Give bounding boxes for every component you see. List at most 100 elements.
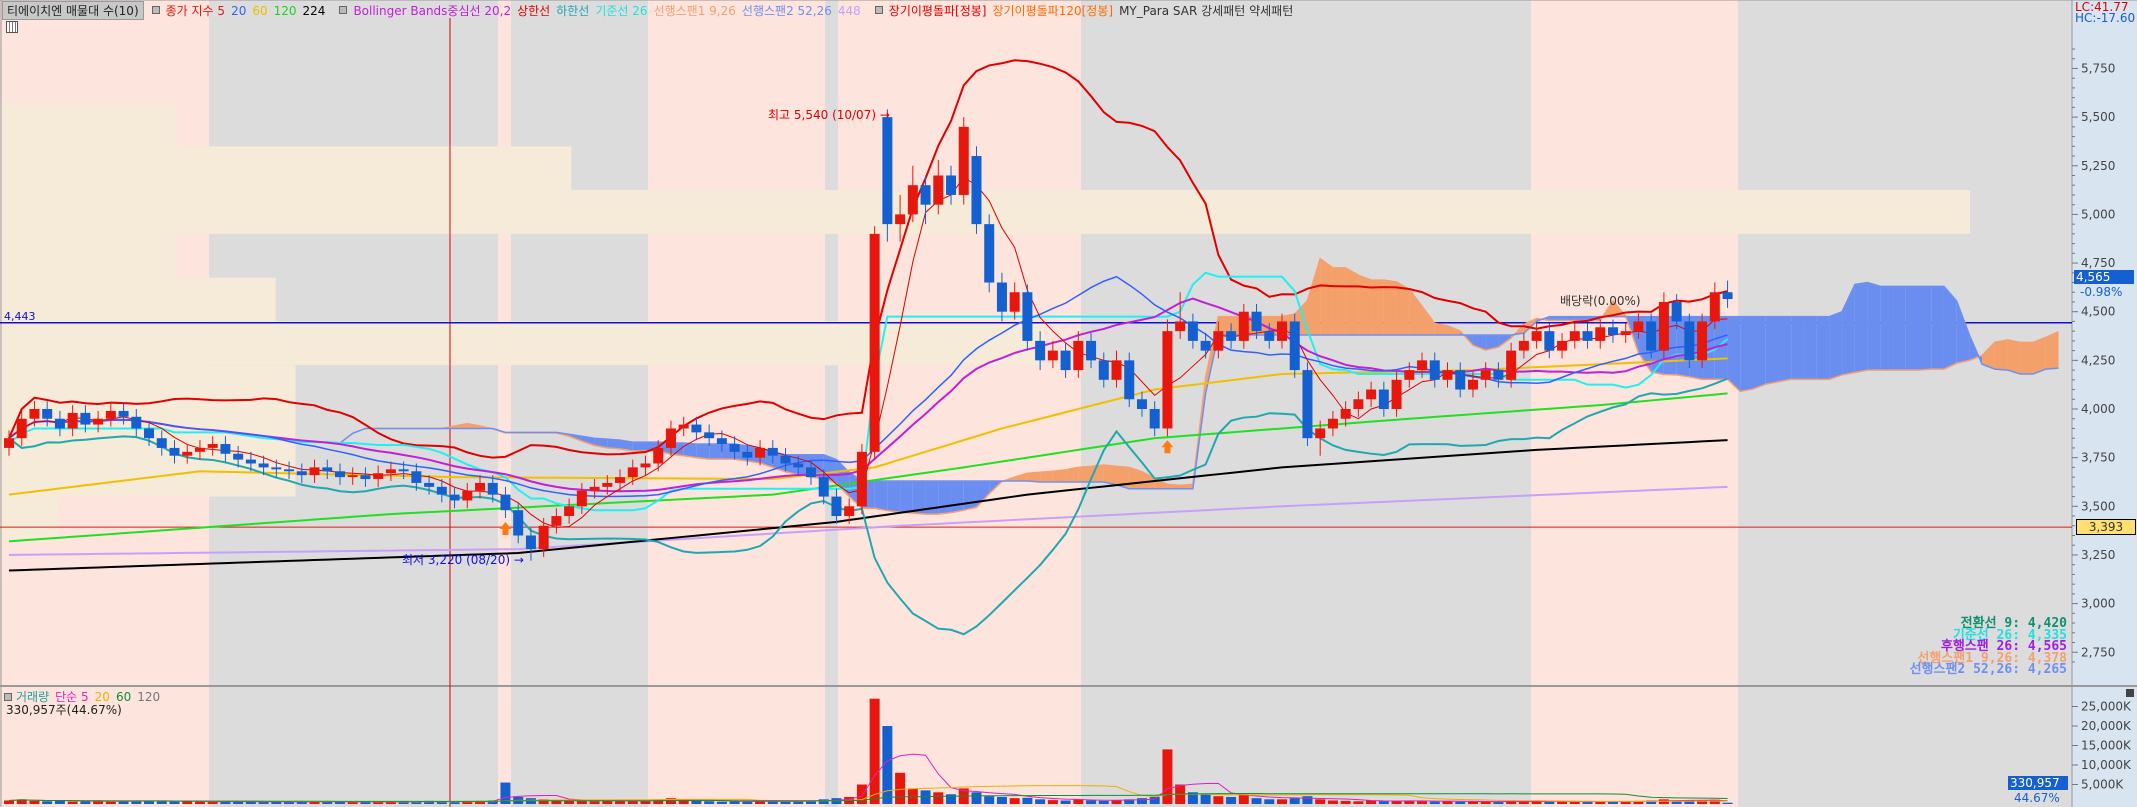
legend-toggle-icon[interactable]: [4, 693, 12, 701]
candle-body: [589, 486, 600, 491]
candle: [1518, 333, 1529, 359]
ichimoku-cloud-segment: [1549, 316, 1563, 321]
legend-item[interactable]: 단순 5: [55, 690, 89, 704]
volume-bar: [1378, 801, 1389, 804]
collapse-panel-icon[interactable]: [2126, 689, 2134, 697]
candle-body: [996, 282, 1007, 312]
ichimoku-cloud-segment: [1880, 286, 1894, 371]
ma224-line: [8, 439, 1728, 572]
candle: [1327, 410, 1338, 437]
y-tick-label: 5,500: [2081, 110, 2115, 124]
hc-stat: HC:-17.60: [2075, 11, 2136, 25]
candle-body: [1098, 360, 1109, 380]
candle-body: [1162, 331, 1173, 429]
legend-item[interactable]: 선행스팬1 9,26: [653, 3, 736, 18]
legend-item[interactable]: 선행스팬2 52,26: [741, 3, 832, 18]
candle: [1442, 362, 1453, 388]
legend-item[interactable]: 기준선 26: [595, 3, 648, 18]
legend-item[interactable]: 하한선: [556, 3, 590, 18]
candle: [1569, 323, 1580, 349]
legend-toggle-icon[interactable]: [151, 6, 160, 14]
signal-legend[interactable]: 장기이평돌파[정봉] 장기이평돌파120[정봉] MY_Para SAR 강세패턴 …: [889, 2, 1299, 19]
candle: [1709, 282, 1720, 330]
ichimoku-cloud-segment: [1307, 258, 1321, 336]
candle: [793, 455, 804, 476]
volume-bar: [1569, 801, 1580, 804]
calendar-icon[interactable]: [6, 21, 18, 33]
legend-item[interactable]: 224: [302, 3, 326, 18]
legend-item[interactable]: 상한선: [517, 3, 551, 18]
ichimoku-cloud-segment: [1727, 316, 1741, 392]
candle: [538, 517, 549, 557]
volume-tick-label: 5,000K: [2081, 778, 2124, 792]
candle: [716, 430, 727, 452]
candle-body: [627, 467, 638, 478]
legend-item[interactable]: 60: [115, 690, 132, 704]
candle: [67, 405, 78, 437]
candle-body: [398, 469, 409, 472]
candle-body: [1582, 331, 1593, 341]
leading-span1-line: [339, 257, 2059, 515]
volume-bar: [385, 801, 396, 804]
candle-body: [182, 451, 193, 456]
candle: [1429, 352, 1440, 388]
bollinger-ichimoku-legend[interactable]: Bollinger Bands중심선 20,2 상한선 하한선 기준선 26 선행스팬1…: [353, 2, 866, 19]
volume-bar: [1442, 801, 1453, 804]
candle: [958, 117, 969, 205]
candle: [131, 409, 142, 437]
volume-bar: [1315, 799, 1326, 804]
legend-item[interactable]: Bollinger Bands중심선 20,2: [353, 3, 512, 18]
legend-item[interactable]: MY_Para SAR 강세패턴 약세패턴: [1119, 3, 1294, 18]
period-band: [648, 0, 825, 807]
candle: [1073, 331, 1084, 378]
candle-body: [767, 447, 778, 456]
volume-bar: [1302, 796, 1313, 804]
candle-body: [1646, 321, 1657, 351]
legend-item[interactable]: 120: [273, 3, 297, 18]
price-ma-legend[interactable]: 종가 지수 5 20 60 120 224: [166, 2, 332, 19]
candle-body: [1671, 301, 1682, 322]
candle: [1557, 333, 1568, 359]
legend-item[interactable]: 종가 지수 5: [165, 3, 226, 18]
candle-body: [1238, 311, 1249, 341]
candle-body: [334, 471, 345, 478]
legend-item[interactable]: 120: [137, 690, 161, 704]
legend-item[interactable]: 20: [231, 3, 247, 18]
legend-item[interactable]: 장기이평돌파[정봉]: [888, 3, 987, 18]
chart-title[interactable]: 티에이치엔 매물대 수(10): [2, 0, 144, 20]
candle: [869, 226, 880, 460]
legend-item[interactable]: 장기이평돌파120[정봉]: [992, 3, 1114, 18]
legend-item[interactable]: 448: [837, 3, 861, 18]
candle-body: [1302, 370, 1313, 439]
volume-bar: [309, 801, 320, 804]
legend-item[interactable]: 거래량: [16, 690, 50, 704]
candle-body: [895, 214, 906, 225]
volume-bar: [1289, 798, 1300, 804]
ichimoku-cloud-segment: [1052, 469, 1066, 482]
legend-item[interactable]: 60: [252, 3, 268, 18]
volume-bar: [475, 800, 486, 804]
price-axis-panel: [2072, 0, 2137, 807]
candle-body: [1378, 389, 1389, 409]
volume-bar: [1684, 800, 1695, 804]
volume-bar: [920, 790, 931, 804]
volume-bar: [296, 801, 307, 804]
candle: [309, 459, 320, 483]
candle-body: [233, 453, 244, 460]
volume-bar: [1722, 802, 1733, 804]
volume-profile-bar: [0, 277, 276, 322]
volume-bar: [805, 800, 816, 804]
period-band: [511, 0, 648, 807]
signal-up-arrow-icon: [499, 521, 512, 535]
legend-item[interactable]: 20: [94, 690, 110, 704]
volume-bar: [1366, 800, 1377, 804]
candle: [207, 436, 218, 456]
legend-toggle-icon[interactable]: [339, 6, 348, 14]
volume-bar: [1391, 800, 1402, 804]
volume-bar: [1060, 800, 1071, 804]
candle: [1658, 292, 1669, 359]
candle: [487, 475, 498, 503]
volume-legend[interactable]: 거래량 단순 5 20 60 120: [4, 688, 166, 705]
legend-toggle-icon[interactable]: [874, 6, 883, 14]
